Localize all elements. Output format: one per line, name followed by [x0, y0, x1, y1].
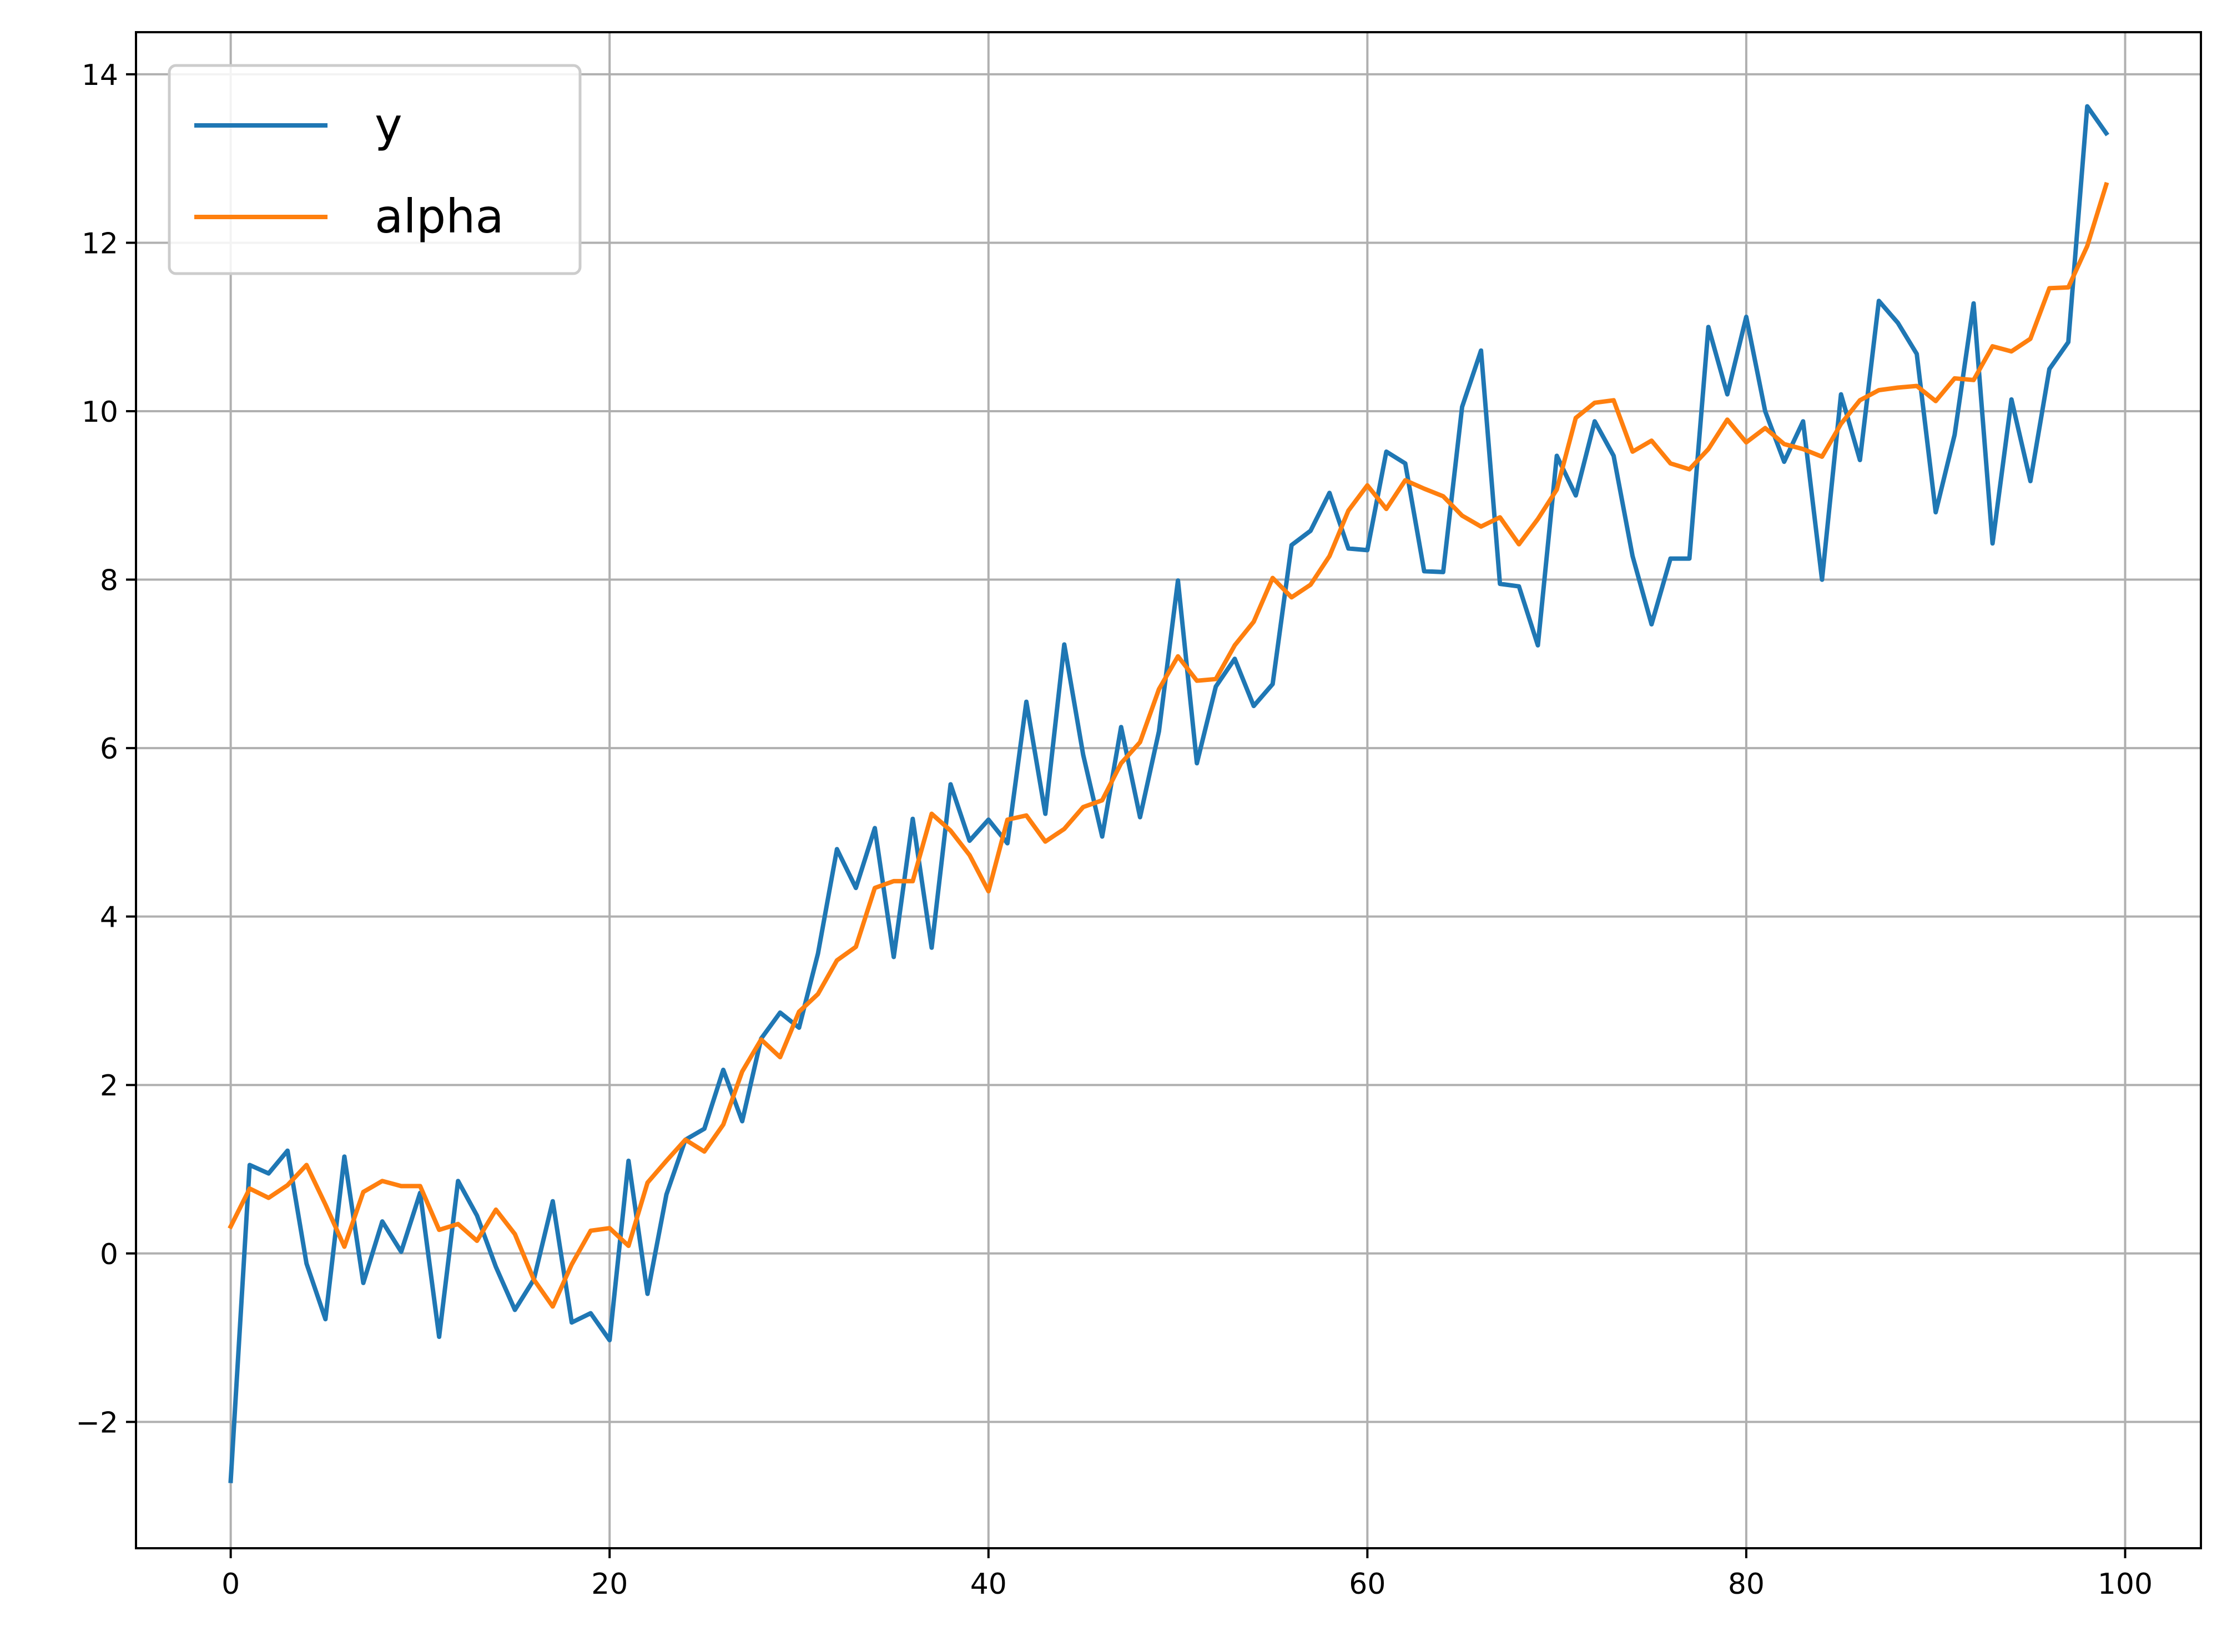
grid-lines: [136, 32, 2201, 1548]
series-layer: [228, 104, 2109, 1483]
y-tick-label: 2: [100, 1069, 118, 1103]
axis-ticks: 0 20 40 60 80 100 −2 0 2 4 6 8 10 12 14: [75, 59, 2153, 1601]
x-tick-label: 100: [2098, 1568, 2153, 1601]
x-tick-label: 20: [591, 1568, 628, 1601]
series-line-y: [228, 104, 2109, 1483]
y-tick-label: 14: [82, 59, 118, 92]
y-tick-label: 12: [82, 227, 118, 260]
x-tick-label: 60: [1349, 1568, 1385, 1601]
series-line-alpha: [228, 181, 2109, 1309]
legend-label-y: y: [375, 98, 402, 152]
y-tick-label: 8: [100, 564, 118, 598]
x-tick-label: 80: [1728, 1568, 1765, 1601]
legend-label-alpha: alpha: [375, 189, 504, 244]
y-tick-label: 0: [100, 1238, 118, 1271]
legend: y alpha: [168, 64, 582, 275]
y-tick-label: −2: [75, 1406, 118, 1439]
y-tick-label: 4: [100, 901, 118, 934]
x-tick-label: 40: [970, 1568, 1007, 1601]
legend-box: [168, 64, 582, 275]
y-tick-label: 10: [82, 396, 118, 429]
plot-frame: [135, 31, 2202, 1549]
y-tick-label: 6: [100, 732, 118, 766]
x-tick-label: 0: [221, 1568, 240, 1601]
